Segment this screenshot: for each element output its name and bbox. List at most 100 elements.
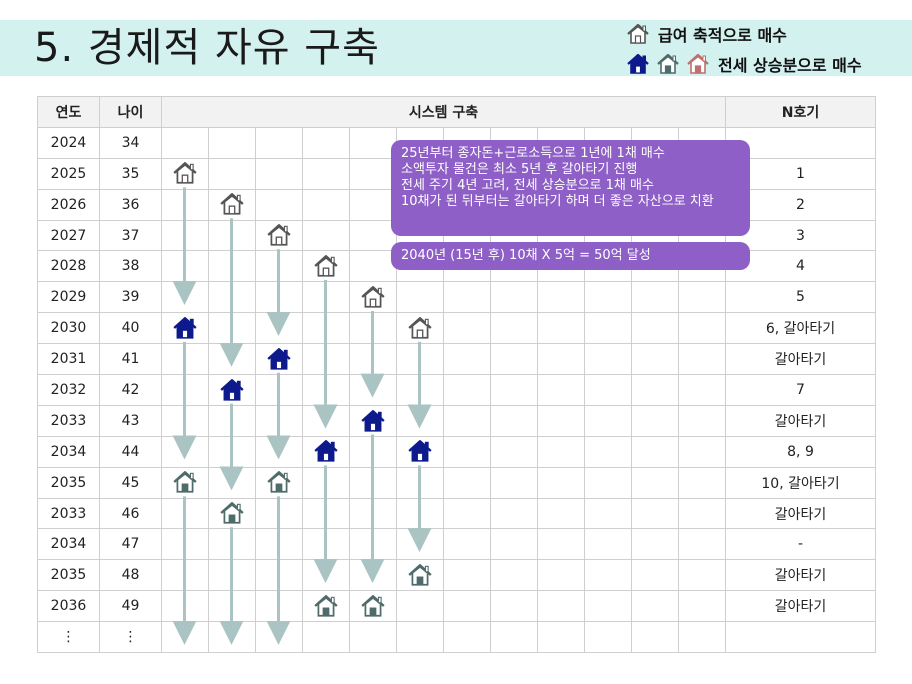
system-cell	[678, 312, 726, 345]
system-cell	[302, 343, 350, 376]
system-cell	[208, 590, 256, 623]
system-cell	[349, 590, 397, 623]
system-cell	[255, 466, 303, 499]
table-row: ⋮ ⋮	[37, 621, 876, 654]
house-blue-icon	[626, 53, 650, 75]
system-cell	[208, 188, 256, 221]
system-cell	[584, 312, 632, 345]
age-cell: 41	[99, 343, 162, 376]
system-cell	[161, 374, 209, 406]
system-cell	[490, 404, 538, 437]
system-cell	[396, 435, 444, 468]
system-cell	[678, 281, 726, 314]
system-cell	[255, 374, 303, 406]
system-cell	[349, 497, 397, 530]
system-cell	[208, 559, 256, 592]
n-cell	[725, 621, 876, 654]
system-cell	[584, 590, 632, 623]
system-cell	[490, 559, 538, 592]
system-cell	[349, 343, 397, 376]
year-cell: ⋮	[37, 621, 100, 654]
strategy-note-line-2: 소액투자 물건은 최소 5년 후 갈아타기 진행	[401, 162, 638, 177]
age-cell: 40	[99, 312, 162, 345]
system-cell	[396, 590, 444, 623]
system-cell	[161, 497, 209, 530]
title-band	[0, 20, 912, 76]
system-cell	[161, 559, 209, 592]
n-cell: 6, 갈아타기	[725, 312, 876, 345]
year-cell: 2034	[37, 528, 100, 561]
n-cell: 갈아타기	[725, 559, 876, 592]
system-cell	[161, 343, 209, 376]
system-cell	[161, 528, 209, 561]
system-cell	[255, 250, 303, 283]
system-cell	[584, 435, 632, 468]
system-cell	[302, 126, 350, 159]
page-title: 5. 경제적 자유 구축	[34, 25, 380, 71]
age-cell: 44	[99, 435, 162, 468]
age-cell: 42	[99, 374, 162, 406]
system-cell	[208, 343, 256, 376]
system-cell	[302, 219, 350, 252]
system-cell	[396, 559, 444, 592]
system-cell	[631, 528, 679, 561]
legend-row-jeonse: 전세 상승분으로 매수	[626, 52, 862, 76]
table-header-row: 연도 나이 시스템 구축 N호기	[37, 96, 876, 128]
table-row: 2034 47 -	[37, 528, 876, 561]
system-cell	[584, 343, 632, 376]
system-cell	[537, 528, 585, 561]
system-cell	[490, 590, 538, 623]
system-cell	[255, 343, 303, 376]
system-cell	[537, 590, 585, 623]
year-cell: 2035	[37, 559, 100, 592]
n-cell: 5	[725, 281, 876, 314]
year-cell: 2025	[37, 157, 100, 190]
year-cell: 2028	[37, 250, 100, 283]
system-cell	[631, 497, 679, 530]
system-cell	[255, 404, 303, 437]
system-cell	[443, 343, 491, 376]
system-cell	[537, 435, 585, 468]
system-cell	[537, 466, 585, 499]
system-cell	[349, 559, 397, 592]
age-cell: 39	[99, 281, 162, 314]
system-cell	[490, 312, 538, 345]
system-cell	[349, 404, 397, 437]
system-cell	[349, 250, 397, 283]
system-cell	[161, 126, 209, 159]
n-cell: 갈아타기	[725, 590, 876, 623]
system-cell	[631, 466, 679, 499]
n-cell: 갈아타기	[725, 497, 876, 530]
legend-label-jeonse: 전세 상승분으로 매수	[718, 56, 862, 75]
system-cell	[255, 590, 303, 623]
n-cell: 8, 9	[725, 435, 876, 468]
system-cell	[584, 281, 632, 314]
goal-note-text: 2040년 (15년 후) 10채 X 5억 = 50억 달성	[401, 248, 651, 263]
age-cell: 34	[99, 126, 162, 159]
table-row: 2034 44 8, 9	[37, 435, 876, 468]
system-cell	[208, 312, 256, 345]
system-cell	[349, 157, 397, 190]
house-gray-icon	[656, 53, 680, 75]
table-row: 2033 43 갈아타기	[37, 404, 876, 437]
system-cell	[302, 590, 350, 623]
system-cell	[584, 497, 632, 530]
system-cell	[208, 466, 256, 499]
system-cell	[208, 435, 256, 468]
legend-label-salary: 급여 축적으로 매수	[658, 26, 787, 45]
age-cell: 46	[99, 497, 162, 530]
system-cell	[255, 281, 303, 314]
system-cell	[631, 559, 679, 592]
legend-row-salary: 급여 축적으로 매수	[626, 22, 787, 46]
system-cell	[396, 404, 444, 437]
age-cell: 48	[99, 559, 162, 592]
system-cell	[302, 157, 350, 190]
system-cell	[161, 404, 209, 437]
system-cell	[537, 404, 585, 437]
age-cell: 49	[99, 590, 162, 623]
age-cell: 47	[99, 528, 162, 561]
strategy-note-line-4: 10채가 된 뒤부터는 갈아타기 하며 더 좋은 자산으로 치환	[401, 194, 714, 209]
age-cell: 43	[99, 404, 162, 437]
system-cell	[584, 559, 632, 592]
system-cell	[678, 466, 726, 499]
